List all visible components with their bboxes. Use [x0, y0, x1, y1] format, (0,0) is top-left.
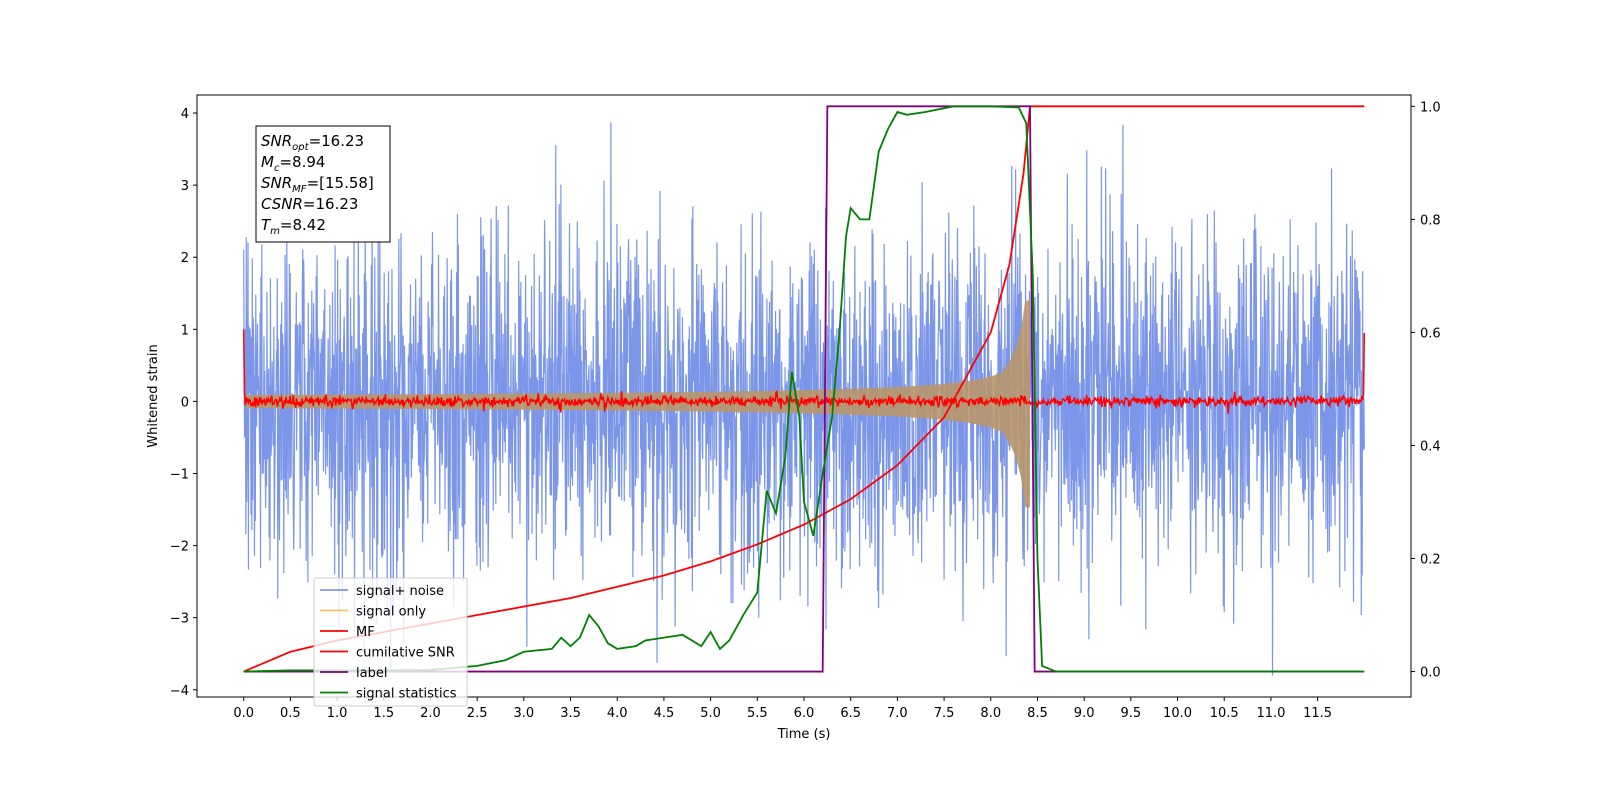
stats-value: =[15.58] [307, 174, 374, 192]
x-tick-label: 3.5 [560, 706, 581, 721]
legend-label: MF [356, 625, 375, 640]
x-tick-label: 7.0 [887, 706, 908, 721]
stats-box: SNRopt=16.23Mc=8.94SNRMF=[15.58]CSNR=16.… [255, 125, 391, 243]
stats-value: =8.42 [280, 216, 326, 234]
y-left-tick-label: −4 [170, 684, 189, 699]
stats-value: =16.23 [309, 132, 365, 150]
stats-subscript: m [270, 226, 280, 237]
legend-frame [313, 577, 468, 707]
x-tick-label: 10.0 [1163, 706, 1192, 721]
x-tick-label: 9.0 [1074, 706, 1095, 721]
stats-subscript: c [274, 163, 280, 174]
stats-subscript: opt [292, 142, 309, 153]
x-tick-label: 5.0 [700, 706, 721, 721]
x-tick-label: 2.0 [420, 706, 441, 721]
y-left-tick-label: 2 [181, 251, 189, 266]
series-signal-noise-line [243, 122, 1365, 676]
y-right-tick-label: 0.4 [1420, 439, 1441, 454]
stats-value: =8.94 [279, 153, 325, 171]
y-left-tick-label: 0 [181, 395, 189, 410]
y-right-tick-label: 0.6 [1420, 326, 1441, 341]
x-tick-label: 1.5 [373, 706, 394, 721]
y-left-tick-label: 4 [181, 107, 189, 122]
stats-line: Mc=8.94 [261, 153, 325, 174]
series-mf-line [242, 329, 1366, 414]
stats-line: Tm=8.42 [261, 216, 326, 237]
legend-label: signal statistics [356, 687, 457, 702]
legend-label: signal only [356, 605, 426, 620]
y-right-tick-label: 0.8 [1420, 213, 1441, 228]
y-left-tick-label: 1 [181, 323, 189, 338]
y-right-tick-label: 0.0 [1420, 666, 1441, 681]
y-left-tick-label: 3 [181, 179, 189, 194]
x-tick-label: 7.5 [934, 706, 955, 721]
x-tick-label: 10.5 [1210, 706, 1239, 721]
x-tick-label: 5.5 [747, 706, 768, 721]
x-tick-label: 8.0 [980, 706, 1001, 721]
stats-line: SNRMF=[15.58] [261, 174, 374, 195]
axes-layer: 0.0 0.5 1.0 1.5 2.0 2.5 3.0 3.5 4.0 4.5 5.0 5.5 6.0 6… [170, 100, 1441, 721]
x-tick-label: 6.0 [794, 706, 815, 721]
series-signal-statistics-line [243, 105, 1365, 673]
stats-subscript: MF [292, 184, 307, 195]
x-tick-label: 4.5 [654, 706, 675, 721]
x-tick-label: 6.5 [840, 706, 861, 721]
y-left-tick-label: −2 [170, 540, 189, 555]
series-signal-only-envelope [245, 300, 1030, 508]
legend-label: cumilative SNR [356, 646, 455, 661]
stats-symbol: T [261, 216, 272, 234]
x-tick-label: 11.0 [1256, 706, 1285, 721]
x-tick-label: 0.5 [280, 706, 301, 721]
stats-symbol: SNR [261, 174, 292, 192]
stats-symbol: M [261, 153, 274, 171]
stats-symbol: SNR [261, 132, 292, 150]
legend-label: label [356, 666, 387, 681]
stats-line: CSNR=16.23 [261, 195, 358, 213]
y-left-tick-label: −3 [170, 612, 189, 627]
x-tick-label: 3.0 [514, 706, 535, 721]
x-tick-label: 4.0 [607, 706, 628, 721]
stats-box-frame [255, 125, 391, 243]
x-axis-title: Time (s) [777, 727, 831, 742]
x-tick-label: 1.0 [327, 706, 348, 721]
legend-label: signal+ noise [356, 584, 444, 599]
x-tick-label: 2.5 [467, 706, 488, 721]
y-right-tick-label: 0.2 [1420, 553, 1441, 568]
x-tick-label: 8.5 [1027, 706, 1048, 721]
x-tick-label: 0.0 [233, 706, 254, 721]
y-left-tick-label: −1 [170, 468, 189, 483]
stats-symbol: CSNR [261, 195, 303, 213]
stats-value: =16.23 [303, 195, 359, 213]
y-right-tick-label: 1.0 [1420, 100, 1441, 115]
stats-line: SNRopt=16.23 [261, 132, 364, 153]
x-tick-label: 9.5 [1121, 706, 1142, 721]
x-tick-label: 11.5 [1303, 706, 1332, 721]
y-axis-title: Whitened strain [146, 344, 161, 447]
legend: signal+ noise signal only MF cumilative SNR… [313, 577, 468, 707]
